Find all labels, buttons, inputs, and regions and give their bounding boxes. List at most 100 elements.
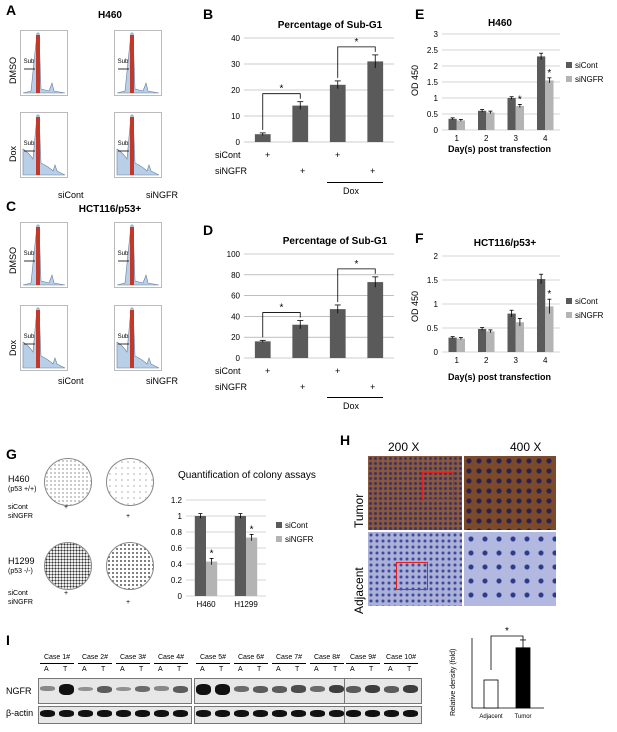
- g1-peak: [130, 310, 134, 368]
- dox-bracket: [327, 397, 383, 398]
- protein-label-actin: β-actin: [6, 708, 34, 718]
- lane-label: T: [177, 666, 182, 673]
- plus-mark: +: [64, 590, 69, 597]
- sub-g1-label: Sub: [24, 59, 35, 65]
- bar: [507, 313, 516, 352]
- significance-bracket: [262, 93, 301, 130]
- significance-mark: *: [355, 259, 359, 270]
- panel-letter: C: [6, 198, 17, 214]
- bar: [515, 322, 525, 352]
- tick-label: 30: [231, 60, 240, 69]
- flow-histogram: Sub: [20, 30, 68, 96]
- tick-label: 0: [178, 592, 183, 601]
- bar: [545, 80, 554, 130]
- bar: [477, 110, 487, 130]
- dox-label: Dox: [343, 401, 360, 411]
- row-label-dmso: DMSO: [8, 57, 18, 84]
- band-actin: [215, 710, 230, 717]
- plus-mark: +: [370, 166, 376, 176]
- histogram-plot: Sub: [22, 224, 66, 286]
- band-ngfr: [403, 684, 418, 694]
- histogram-area: [22, 114, 66, 176]
- row-label-sicont: siCont: [215, 150, 241, 160]
- axis-label-y: OD 450: [410, 290, 420, 322]
- ihc-image-adjacent-400x: [464, 532, 556, 606]
- significance-mark: *: [518, 94, 522, 105]
- band-actin: [59, 710, 74, 717]
- panel-title: H460: [98, 10, 122, 21]
- cell-line-label: H460: [8, 474, 30, 484]
- bar: [448, 118, 457, 130]
- lane-label: T: [63, 666, 68, 673]
- row-label-sicont: siCont: [8, 504, 28, 511]
- tick-label: 40: [231, 34, 240, 43]
- band-actin: [135, 710, 150, 717]
- ihc-image-tumor-400x: [464, 456, 556, 530]
- tick-label: 1.2: [171, 496, 183, 505]
- band-ngfr: [154, 686, 169, 691]
- legend-label: siNGFR: [575, 311, 604, 320]
- case-label: Case 2#: [81, 654, 109, 661]
- row-label-tumor: Tumor: [352, 493, 366, 528]
- case-label: Case 8#: [313, 654, 341, 661]
- ihc-image-adjacent-200x: [368, 532, 462, 606]
- lane-label: A: [276, 666, 281, 673]
- case-label: Case 4#: [157, 654, 185, 661]
- band-ngfr: [384, 685, 399, 693]
- cell-genotype: (p53 +/+): [8, 486, 37, 493]
- row-label-sicont: siCont: [215, 366, 241, 376]
- case-underline: [384, 663, 418, 664]
- flow-histogram: Sub: [20, 305, 68, 371]
- band-actin: [346, 710, 361, 717]
- band-ngfr: [97, 685, 112, 693]
- tick-label: 100: [227, 250, 241, 259]
- band-ngfr: [272, 685, 287, 693]
- tick-label: 1.5: [427, 276, 439, 285]
- row-label-dox: Dox: [8, 145, 18, 162]
- colony-dish: [106, 542, 154, 590]
- case-underline: [154, 663, 188, 664]
- case-underline: [40, 663, 74, 664]
- sub-g1-label: Sub: [118, 59, 129, 65]
- band-actin: [365, 710, 380, 717]
- tick-label: 2: [484, 134, 489, 143]
- panel-letter: B: [203, 6, 214, 22]
- dox-label: Dox: [343, 186, 360, 196]
- band-ngfr: [40, 686, 55, 691]
- legend-swatch: [566, 298, 572, 304]
- band-actin: [40, 710, 55, 717]
- magnification-label: 400 X: [510, 440, 542, 454]
- sub-g1-label: Sub: [118, 251, 129, 257]
- band-ngfr: [215, 684, 230, 695]
- case-underline: [116, 663, 150, 664]
- histogram-area: [116, 32, 160, 94]
- cell-line-label: H1299: [8, 556, 35, 566]
- panel-letter: F: [415, 230, 424, 246]
- tick-label: 0: [236, 354, 241, 363]
- sub-g1-label: Sub: [24, 334, 35, 340]
- bar-chart-sub-g1: 0 20 40 60 80 100 * *: [227, 250, 394, 363]
- tick-label: 1: [455, 134, 460, 143]
- significance-bracket: [490, 635, 524, 670]
- bar: [536, 56, 546, 130]
- lane-label: A: [350, 666, 355, 673]
- histogram-plot: Sub: [22, 114, 66, 176]
- band-actin: [329, 710, 344, 717]
- legend-label: siCont: [575, 61, 598, 70]
- bar: [367, 61, 384, 142]
- histogram-plot: Sub: [116, 114, 160, 176]
- band-actin: [403, 710, 418, 717]
- legend-swatch: [276, 536, 282, 542]
- col-label-sicont: siCont: [58, 190, 84, 200]
- tick-label: 1: [434, 300, 439, 309]
- band-actin: [97, 710, 112, 717]
- g1-peak: [36, 227, 40, 285]
- blot-actin: [38, 706, 192, 724]
- legend-swatch: [276, 522, 282, 528]
- ihc-image-tumor-200x: [368, 456, 462, 530]
- bar: [246, 537, 258, 596]
- bar: [448, 337, 457, 352]
- band-ngfr: [365, 684, 380, 694]
- flow-histogram: Sub: [114, 112, 162, 178]
- tick-label: 20: [231, 86, 240, 95]
